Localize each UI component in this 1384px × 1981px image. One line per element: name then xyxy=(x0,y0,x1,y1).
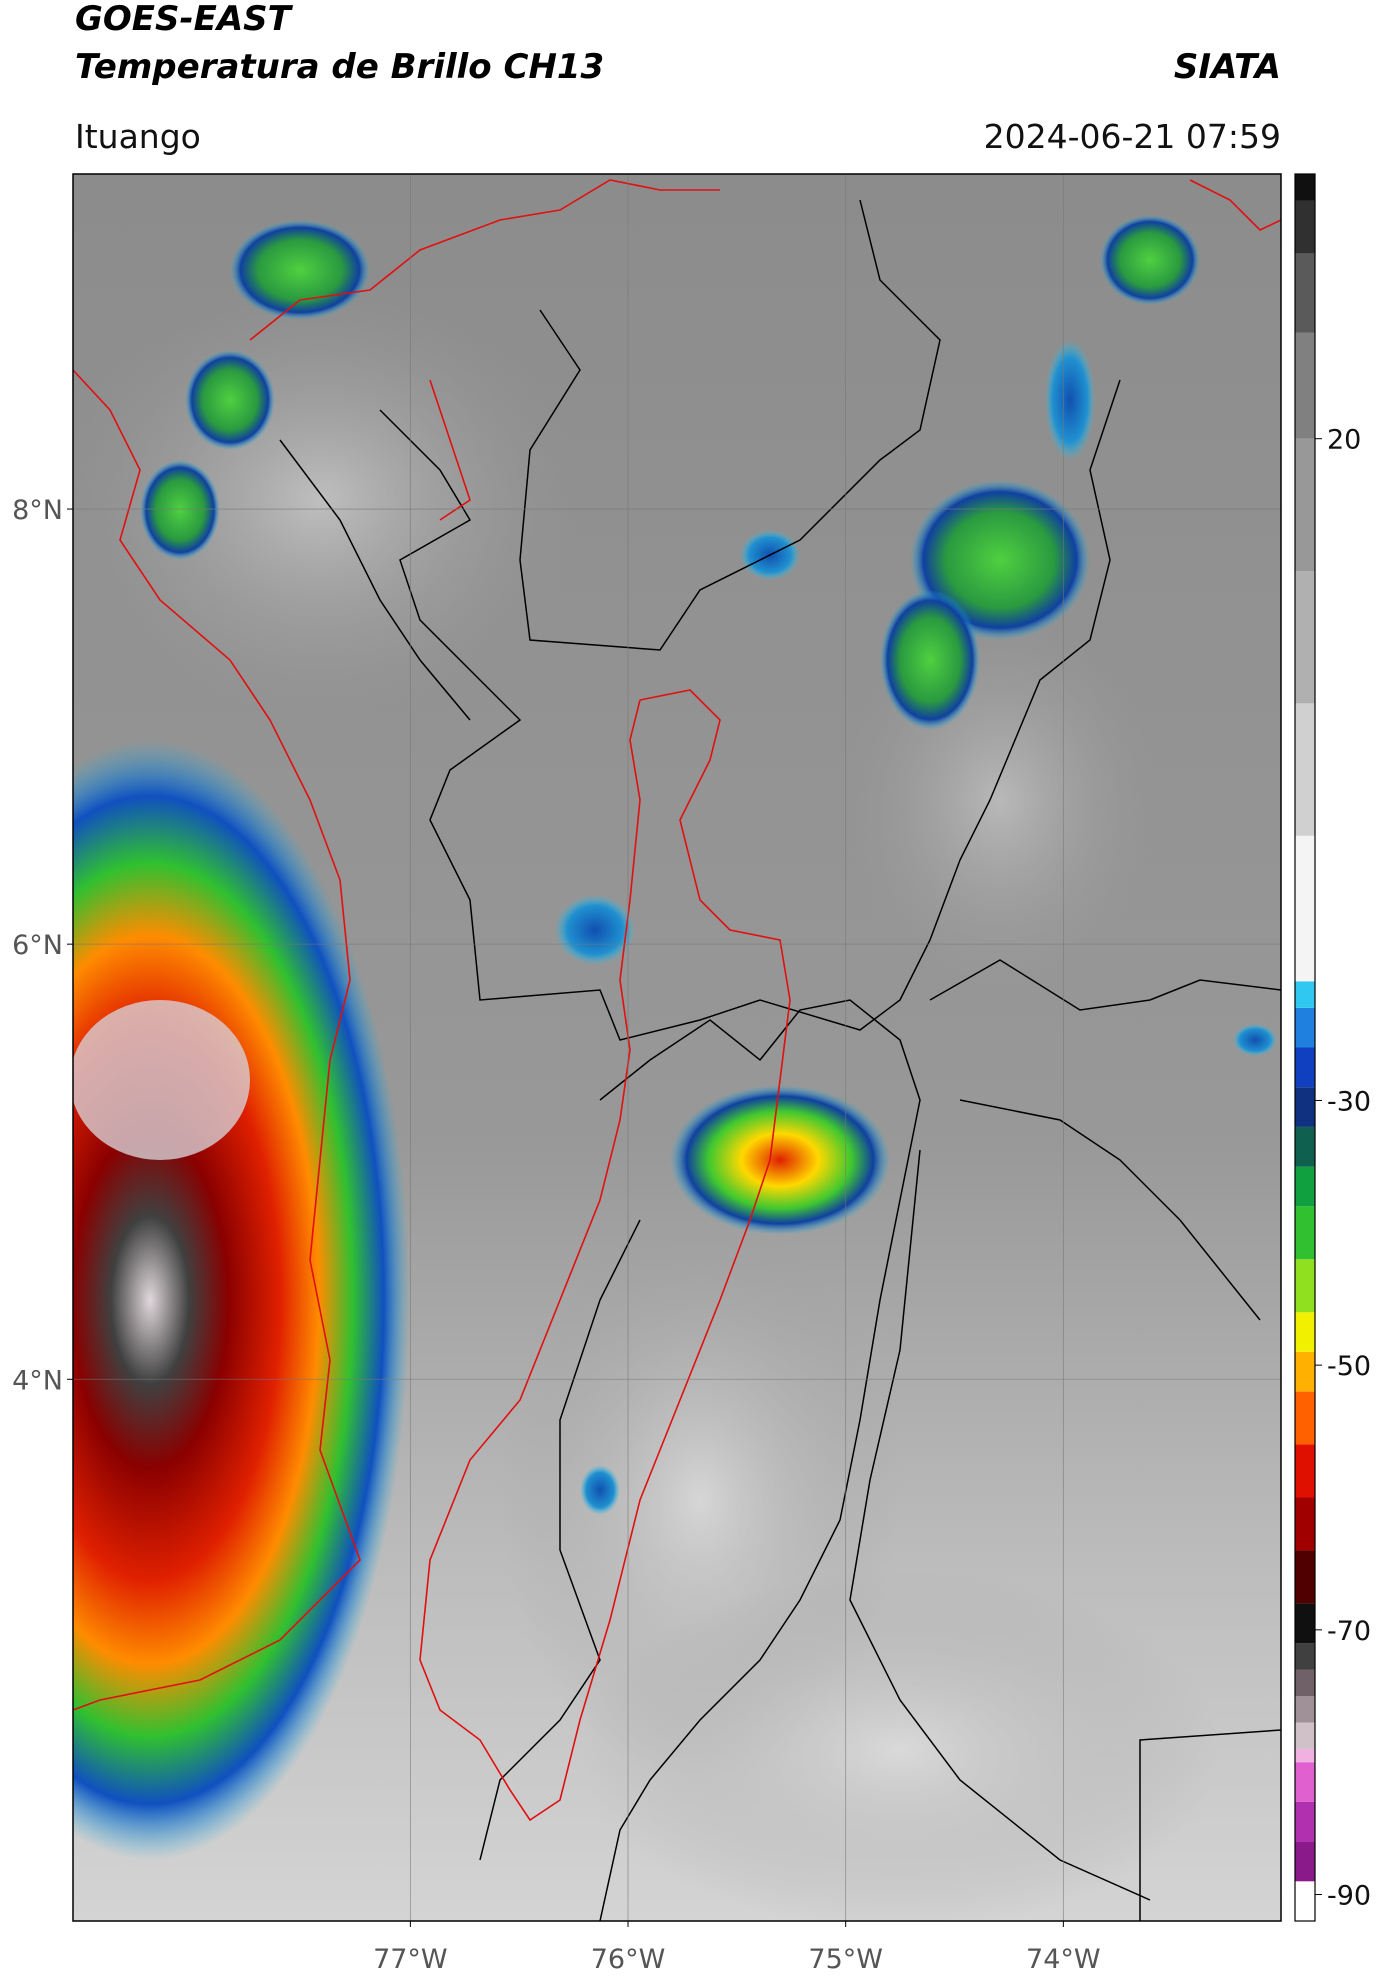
colorbar-segment xyxy=(1295,1801,1315,1842)
y-tick-label: 4°N xyxy=(12,1365,63,1396)
colorbar-segment xyxy=(1295,1007,1315,1048)
datetime: 2024-06-21 07:59 xyxy=(984,117,1281,156)
colorbar-segment xyxy=(1295,981,1315,1008)
x-tick-label: 77°W xyxy=(373,1944,448,1975)
colorbar-segment xyxy=(1295,1762,1315,1802)
colorbar-segment xyxy=(1295,1351,1315,1392)
satellite-image xyxy=(73,174,1281,1921)
colorbar-segment xyxy=(1295,1206,1315,1260)
colorbar-frame xyxy=(1294,173,1316,1922)
y-tick-label: 8°N xyxy=(12,495,63,526)
colorbar-segment xyxy=(1295,1669,1315,1697)
x-tick-label: 76°W xyxy=(591,1944,666,1975)
title: GOES-EAST xyxy=(75,0,294,39)
colorbar-segment xyxy=(1295,1643,1315,1670)
colorbar-segment xyxy=(1295,571,1315,704)
colorbar-segment xyxy=(1295,200,1315,254)
colorbar-tick-label: 20 xyxy=(1327,425,1361,456)
colorbar-segment xyxy=(1295,1696,1315,1723)
colorbar-segment xyxy=(1295,1126,1315,1167)
colorbar-segment xyxy=(1295,1047,1315,1088)
colorbar-segment xyxy=(1295,174,1315,201)
colorbar-segment xyxy=(1295,835,1315,982)
colorbar-segment xyxy=(1295,1881,1315,1921)
colorbar-segment xyxy=(1295,1391,1315,1445)
colorbar-segment xyxy=(1295,1444,1315,1498)
colorbar-tick-label: -70 xyxy=(1327,1616,1371,1647)
x-tick-label: 74°W xyxy=(1026,1944,1101,1975)
region: Ituango xyxy=(75,117,201,156)
subtitle: Temperatura de Brillo CH13 xyxy=(75,47,604,87)
map-frame xyxy=(72,173,1282,1922)
source: SIATA xyxy=(1174,47,1281,87)
colorbar-segment xyxy=(1295,703,1315,836)
colorbar-segment xyxy=(1295,1312,1315,1352)
colorbar-tick-label: -50 xyxy=(1327,1351,1371,1382)
x-tick-label: 75°W xyxy=(808,1944,883,1975)
colorbar-segment xyxy=(1295,438,1315,572)
colorbar-segment xyxy=(1295,1550,1315,1604)
colorbar-segment xyxy=(1295,1497,1315,1551)
colorbar-segment xyxy=(1295,1259,1315,1313)
colorbar-segment xyxy=(1295,1087,1315,1127)
colorbar-segment xyxy=(1295,332,1315,439)
colorbar-tick-label: -90 xyxy=(1327,1881,1371,1912)
colorbar-segment xyxy=(1295,1603,1315,1644)
colorbar-segment xyxy=(1295,253,1315,333)
colorbar-segment xyxy=(1295,1722,1315,1749)
colorbar-segment xyxy=(1295,1166,1315,1207)
colorbar-tick-label: -30 xyxy=(1327,1086,1371,1117)
colorbar-segment xyxy=(1295,1748,1315,1763)
y-tick-label: 6°N xyxy=(12,930,63,961)
colorbar-segment xyxy=(1295,1841,1315,1882)
